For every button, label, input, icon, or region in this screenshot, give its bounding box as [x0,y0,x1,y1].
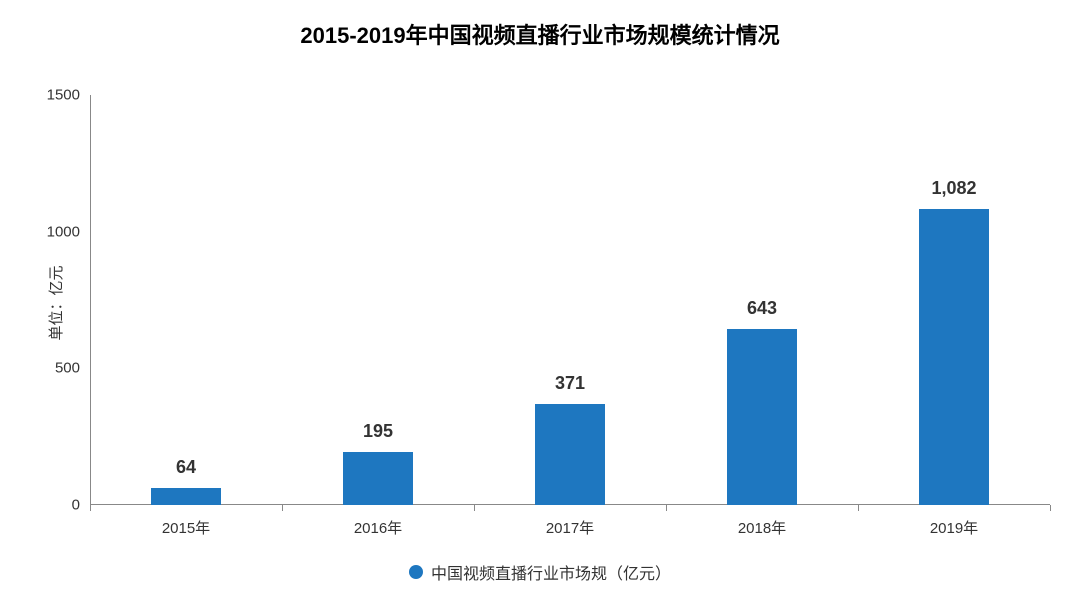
bar [151,488,220,505]
bar-value-label: 1,082 [931,178,976,199]
plot-area: 050010001500642015年1952016年3712017年64320… [90,95,1050,505]
y-tick-label: 1500 [47,87,80,104]
y-tick-label: 1000 [47,223,80,240]
legend-marker-icon [409,565,423,579]
chart-container: 2015-2019年中国视频直播行业市场规模统计情况 单位：亿元 0500100… [0,0,1080,605]
legend: 中国视频直播行业市场规（亿元） [409,560,671,584]
x-tick-label: 2016年 [354,517,402,538]
bar-value-label: 195 [363,421,393,442]
x-tick-label: 2018年 [738,517,786,538]
x-tick-mark [858,505,859,511]
bar [535,404,604,505]
bar [727,329,796,505]
bar-value-label: 643 [747,298,777,319]
x-tick-mark [474,505,475,511]
x-tick-mark [282,505,283,511]
x-tick-mark [1050,505,1051,511]
y-axis-label: 单位：亿元 [45,265,66,340]
x-tick-mark [666,505,667,511]
bar-value-label: 64 [176,457,196,478]
x-tick-label: 2017年 [546,517,594,538]
bar-value-label: 371 [555,373,585,394]
chart-title: 2015-2019年中国视频直播行业市场规模统计情况 [0,18,1080,50]
x-tick-mark [90,505,91,511]
y-tick-label: 500 [55,360,80,377]
bar [343,452,412,505]
x-tick-label: 2019年 [930,517,978,538]
x-tick-label: 2015年 [162,517,210,538]
legend-label: 中国视频直播行业市场规（亿元） [431,560,671,584]
y-tick-label: 0 [72,497,80,514]
y-axis-line [90,95,91,505]
bar [919,209,988,505]
